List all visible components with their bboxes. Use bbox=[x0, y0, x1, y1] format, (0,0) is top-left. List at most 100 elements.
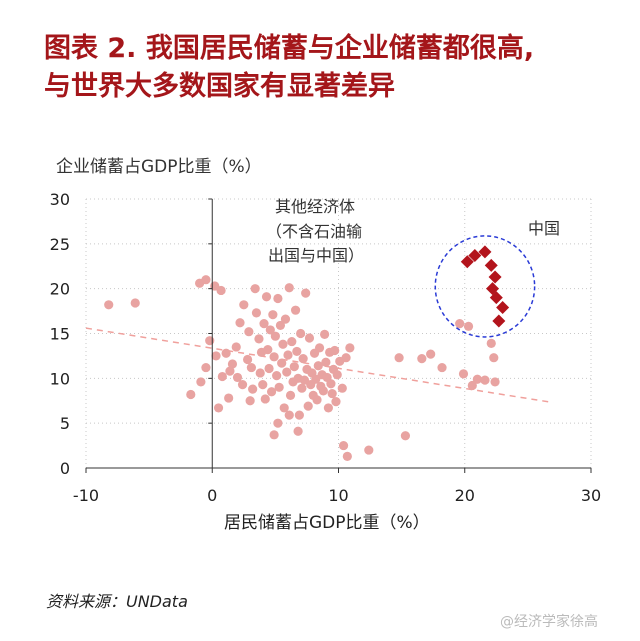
others-point bbox=[246, 362, 256, 373]
others-point bbox=[217, 371, 227, 382]
others-point bbox=[213, 403, 224, 413]
others-point bbox=[259, 319, 269, 329]
others-point bbox=[313, 361, 323, 371]
others-point bbox=[490, 377, 500, 387]
others-point bbox=[265, 325, 275, 335]
grid-lines bbox=[85, 198, 592, 468]
others-point bbox=[320, 329, 330, 339]
y-tick-label: 5 bbox=[60, 414, 70, 433]
others-point bbox=[321, 357, 331, 367]
others-point bbox=[341, 353, 351, 363]
annotation-others-line2: （不含石油输 bbox=[266, 222, 362, 241]
others-point bbox=[245, 396, 255, 406]
y-tick-label: 20 bbox=[50, 280, 70, 299]
others-point bbox=[224, 393, 234, 403]
others-point bbox=[232, 372, 243, 383]
others-point bbox=[201, 275, 211, 285]
others-point bbox=[455, 319, 465, 329]
others-point bbox=[331, 397, 341, 407]
others-point bbox=[266, 387, 277, 397]
china-point bbox=[492, 314, 506, 328]
others-point bbox=[426, 349, 436, 359]
others-point bbox=[216, 285, 226, 296]
china-point bbox=[488, 270, 502, 284]
others-point bbox=[268, 310, 278, 320]
others-point bbox=[251, 308, 262, 318]
others-point bbox=[304, 333, 315, 343]
others-point bbox=[255, 368, 265, 378]
others-point bbox=[104, 300, 114, 310]
title-line-1: 图表 2. 我国居民储蓄与企业储蓄都很高, bbox=[44, 33, 535, 64]
others-point bbox=[273, 418, 283, 428]
others-point bbox=[342, 451, 352, 461]
others-point bbox=[287, 336, 297, 347]
others-point bbox=[239, 300, 249, 310]
others-point bbox=[489, 353, 499, 363]
others-point bbox=[332, 370, 342, 380]
x-tick-labels: -10 0 10 20 30 bbox=[73, 486, 601, 505]
others-point bbox=[274, 382, 284, 392]
others-point bbox=[394, 353, 404, 363]
others-point bbox=[314, 343, 325, 353]
others-point bbox=[211, 351, 221, 361]
y-tick-label: 0 bbox=[60, 459, 70, 478]
others-point bbox=[270, 331, 280, 341]
china-point bbox=[489, 291, 503, 305]
others-point bbox=[277, 358, 287, 368]
others-point bbox=[237, 380, 248, 390]
others-point bbox=[480, 375, 490, 385]
others-point bbox=[269, 430, 279, 440]
others-point bbox=[243, 354, 253, 365]
others-point bbox=[294, 410, 304, 420]
others-point bbox=[278, 339, 288, 349]
x-tick-label: 30 bbox=[581, 486, 601, 505]
y-tick-labels: 0 5 10 15 20 25 30 bbox=[50, 190, 70, 478]
china-highlight-circle bbox=[434, 235, 536, 338]
china-point bbox=[484, 258, 498, 272]
others-point bbox=[227, 359, 238, 369]
others-point bbox=[284, 283, 294, 293]
others-point bbox=[273, 293, 283, 304]
others-point bbox=[417, 354, 427, 364]
others-point bbox=[345, 343, 355, 353]
others-point bbox=[400, 431, 411, 441]
others-point bbox=[289, 362, 299, 372]
x-tick-label: -10 bbox=[73, 486, 99, 505]
annotation-others-line1: 其他经济体 bbox=[275, 197, 355, 216]
others-point bbox=[282, 367, 292, 377]
others-point bbox=[258, 380, 268, 390]
others-point bbox=[264, 363, 274, 374]
source-note: 资料来源：UNData bbox=[46, 592, 188, 611]
others-point bbox=[437, 362, 447, 373]
others-point bbox=[283, 350, 293, 360]
y-axis-label: 企业储蓄占GDP比重（%） bbox=[56, 157, 262, 177]
others-point bbox=[248, 384, 258, 394]
others-point bbox=[292, 346, 302, 357]
others-point bbox=[290, 305, 301, 315]
others-point bbox=[221, 348, 231, 358]
others-point bbox=[272, 371, 282, 381]
others-point bbox=[196, 377, 206, 387]
china-point bbox=[478, 245, 492, 259]
others-point bbox=[250, 284, 260, 294]
others-series bbox=[104, 275, 500, 461]
y-tick-label: 10 bbox=[50, 369, 70, 388]
china-series bbox=[460, 245, 510, 328]
y-tick-label: 30 bbox=[50, 190, 70, 209]
others-point bbox=[338, 440, 349, 451]
y-tick-label: 15 bbox=[50, 325, 70, 344]
china-point bbox=[468, 248, 482, 262]
others-point bbox=[254, 334, 264, 344]
others-point bbox=[327, 388, 337, 399]
others-point bbox=[297, 383, 307, 393]
others-point bbox=[231, 342, 241, 352]
others-point bbox=[296, 328, 306, 339]
others-point bbox=[279, 403, 289, 413]
title-line-2: 与世界大多数国家有显著差异 bbox=[44, 71, 395, 102]
others-point bbox=[285, 390, 296, 400]
others-point bbox=[130, 298, 140, 308]
others-point bbox=[201, 362, 211, 373]
others-point bbox=[337, 383, 347, 393]
china-point bbox=[460, 255, 474, 269]
